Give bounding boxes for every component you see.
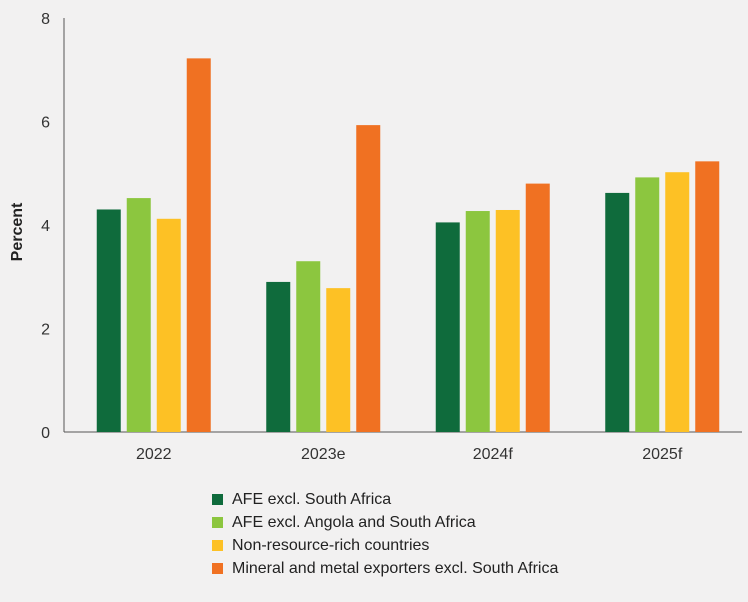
- chart-bars: [96, 58, 720, 433]
- bar: [326, 288, 351, 432]
- chart-legend: AFE excl. South Africa AFE excl. Angola …: [212, 488, 558, 580]
- bar: [296, 261, 321, 432]
- legend-label: Non-resource-rich countries: [232, 537, 430, 554]
- x-tick-label: 2023e: [301, 446, 346, 463]
- legend-item: Non-resource-rich countries: [212, 534, 558, 557]
- y-tick-label: 8: [41, 11, 50, 28]
- legend-item: Mineral and metal exporters excl. South …: [212, 557, 558, 580]
- legend-item: AFE excl. Angola and South Africa: [212, 511, 558, 534]
- bar: [356, 125, 381, 432]
- legend-swatch: [212, 563, 223, 574]
- legend-swatch: [212, 540, 223, 551]
- legend-label: AFE excl. Angola and South Africa: [232, 514, 476, 531]
- bar: [186, 58, 211, 433]
- bar: [96, 209, 121, 432]
- legend-label: Mineral and metal exporters excl. South …: [232, 560, 559, 577]
- y-tick-label: 2: [41, 322, 50, 339]
- bar: [435, 222, 460, 432]
- bar: [156, 218, 181, 432]
- bar: [665, 172, 690, 432]
- legend-swatch: [212, 517, 223, 528]
- x-tick-label: 2024f: [473, 446, 514, 463]
- bar: [465, 211, 490, 432]
- bar: [695, 161, 720, 432]
- bar: [525, 183, 550, 432]
- x-tick-label: 2022: [136, 446, 172, 463]
- chart-ticks: 0 2 4 6 8 2022 2023e 2024f 2025f: [41, 11, 683, 463]
- bar: [605, 192, 630, 432]
- legend-item: AFE excl. South Africa: [212, 488, 558, 511]
- y-tick-label: 4: [41, 218, 50, 235]
- bar: [126, 198, 151, 432]
- y-tick-label: 0: [41, 425, 50, 442]
- y-axis-label: Percent: [9, 202, 26, 261]
- x-tick-label: 2025f: [642, 446, 683, 463]
- bar: [266, 281, 291, 432]
- bar: [495, 209, 520, 432]
- y-tick-label: 6: [41, 115, 50, 132]
- legend-swatch: [212, 494, 223, 505]
- legend-label: AFE excl. South Africa: [232, 491, 392, 508]
- bar: [635, 177, 660, 432]
